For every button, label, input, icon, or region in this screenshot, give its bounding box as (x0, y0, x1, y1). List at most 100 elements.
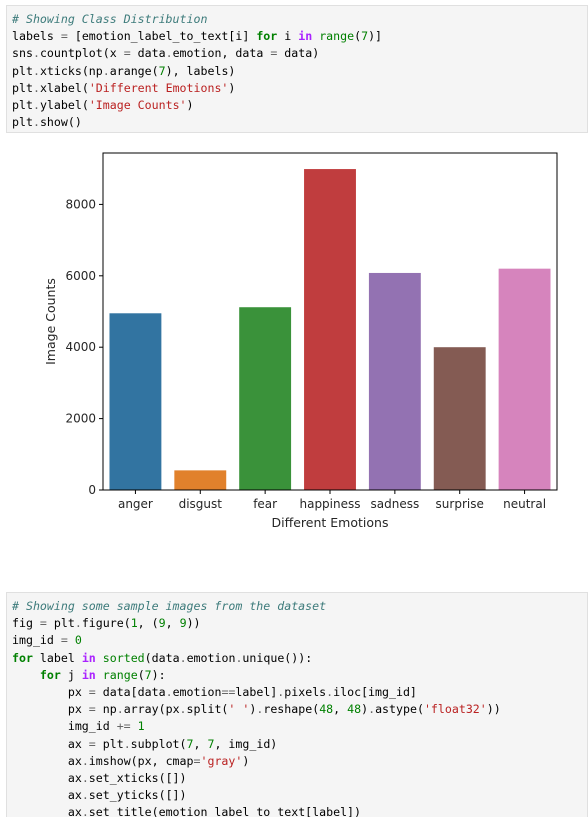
code-cell-class-distribution[interactable]: # Showing Class Distribution labels = [em… (6, 5, 588, 133)
x-tick-label-sadness: sadness (370, 497, 419, 511)
code-line: plt.ylabel('Image Counts') (12, 97, 587, 114)
code-token: 9 (158, 616, 166, 631)
bar-happiness (304, 169, 356, 490)
code-token: range (319, 29, 355, 44)
code-token: = (39, 616, 47, 631)
y-tick-label: 0 (88, 483, 96, 497)
x-tick-label-surprise: surprise (436, 497, 484, 511)
code-line: ax.set_title(emotion_label_to_text[label… (12, 804, 587, 817)
code-token: ax (12, 770, 82, 785)
code-token: px (12, 684, 89, 699)
code-token: . (326, 684, 334, 699)
code-token: data (130, 46, 166, 61)
code-token: 0 (74, 633, 82, 648)
code-line: img_id += 1 (12, 718, 587, 735)
y-tick-label: 4000 (65, 340, 96, 354)
code-token: . (179, 702, 187, 717)
code-token: emotion (186, 650, 236, 665)
code-token: . (165, 46, 173, 61)
code-token: 48 (347, 702, 362, 717)
code-token: . (102, 63, 110, 78)
code-token: plt (46, 616, 75, 631)
code-token: . (81, 805, 89, 817)
code-token: labels (12, 29, 61, 44)
code-token: . (165, 684, 173, 699)
code-token: # Showing Class Distribution (12, 12, 208, 26)
code-token: . (32, 97, 40, 112)
code-token: 7 (361, 29, 369, 44)
code-token: xlabel( (39, 80, 89, 95)
code-token: pixels (284, 684, 327, 699)
code-token: 1 (130, 616, 138, 631)
code-line: sns.countplot(x = data.emotion, data = d… (12, 45, 587, 62)
code-token: 'float32' (423, 702, 487, 717)
code-token: sorted (102, 650, 145, 665)
code-line: # Showing some sample images from the da… (12, 598, 587, 615)
code-token: . (368, 702, 376, 717)
code-token: img_id (12, 719, 117, 734)
code-token: )) (186, 616, 201, 631)
code-token: == (221, 684, 236, 699)
code-token: plt (12, 80, 33, 95)
code-token: . (32, 46, 40, 61)
code-token: 7 (144, 667, 152, 682)
code-token: [emotion_label_to_text[i] (67, 29, 257, 44)
code-token (131, 719, 138, 733)
code-token: . (32, 80, 40, 95)
code-token: label (32, 650, 82, 665)
code-token: = (88, 684, 96, 699)
code-token: 7 (207, 736, 215, 751)
x-tick-label-anger: anger (118, 497, 153, 511)
code-token: . (235, 650, 243, 665)
code-cell-sample-images[interactable]: # Showing some sample images from the da… (6, 592, 588, 817)
code-line: ax.set_xticks([]) (12, 770, 587, 787)
code-token: data) (277, 46, 320, 61)
code-token: ) (186, 97, 194, 112)
code-token: 'Image Counts' (88, 97, 187, 112)
code-token (12, 668, 40, 682)
code-token: astype( (375, 702, 424, 717)
code-token: imshow(px, cmap (88, 753, 194, 768)
code-token: data[data (95, 684, 166, 699)
code-line: plt.xlabel('Different Emotions') (12, 80, 587, 97)
code-token: . (277, 684, 285, 699)
code-token: # Showing some sample images from the da… (12, 599, 327, 613)
y-tick-label: 8000 (65, 197, 96, 211)
code-token: ) (228, 80, 236, 95)
code-token: plt (12, 63, 33, 78)
code-token: , ( (137, 616, 159, 631)
code-token: img_id (12, 633, 61, 648)
code-token: set_yticks([]) (88, 788, 187, 803)
code-token: xticks(np (39, 63, 103, 78)
code-line: # Showing Class Distribution (12, 11, 587, 28)
code-token: ( (137, 667, 145, 682)
code-token: j (60, 667, 82, 682)
bar-disgust (174, 470, 227, 490)
code-token: figure( (81, 616, 131, 631)
code-token: . (179, 650, 187, 665)
code-token: ( (354, 29, 362, 44)
code-line: plt.xticks(np.arange(7), labels) (12, 63, 587, 80)
code-token: , (165, 616, 180, 631)
code-token: arange( (109, 63, 159, 78)
code-token: range (102, 667, 138, 682)
bar-surprise (433, 347, 486, 490)
code-token: plt (12, 115, 33, 130)
code-token: subplot( (130, 736, 187, 751)
code-token: = (123, 46, 131, 61)
code-token: set_xticks([]) (88, 770, 187, 785)
code-token: , img_id) (214, 736, 278, 751)
code-token: np (95, 702, 117, 717)
code-token: for (39, 667, 61, 682)
code-line: ax = plt.subplot(7, 7, img_id) (12, 736, 587, 753)
code-token: emotion (172, 684, 222, 699)
code-token: ), labels) (165, 63, 236, 78)
x-tick-label-happiness: happiness (299, 497, 360, 511)
code-line: ax.imshow(px, cmap='gray') (12, 753, 587, 770)
code-token: iloc[img_id] (333, 684, 417, 699)
code-line: px = np.array(px.split(' ').reshape(48, … (12, 701, 587, 718)
x-tick-label-disgust: disgust (179, 497, 223, 511)
code-token: (data (144, 650, 180, 665)
code-token: ylabel( (39, 97, 89, 112)
class-distribution-bar-chart: 0 2000 4000 6000 8000 anger disgust fear happine… (43, 152, 558, 530)
